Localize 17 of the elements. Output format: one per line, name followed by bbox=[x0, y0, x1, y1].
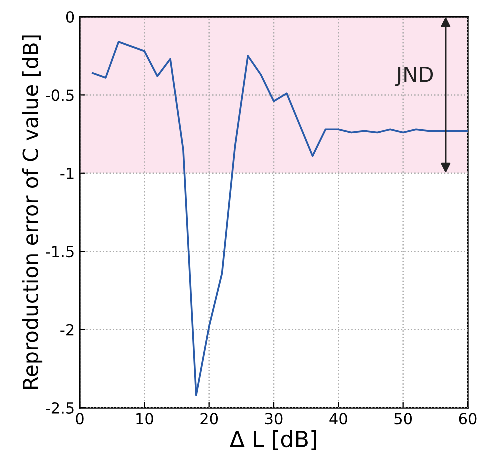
y-tick-label: -2.5 bbox=[46, 402, 74, 414]
band-label: JND bbox=[395, 66, 434, 86]
y-axis-title: Reproduction error of C value [dB] bbox=[22, 36, 43, 389]
y-tick-label: -1.5 bbox=[46, 246, 74, 258]
x-axis-title: Δ L [dB] bbox=[230, 430, 316, 450]
x-tick-label: 0 bbox=[76, 413, 84, 425]
x-tick-label: 40 bbox=[330, 413, 348, 425]
x-tick-label: 10 bbox=[136, 413, 154, 425]
y-tick-label: 0 bbox=[66, 11, 74, 24]
y-tick-label: -0.5 bbox=[46, 90, 74, 102]
x-tick-label: 20 bbox=[200, 413, 218, 425]
x-tick-label: 30 bbox=[265, 413, 283, 425]
y-tick-label: -2 bbox=[60, 324, 74, 336]
y-tick-label: -1 bbox=[60, 168, 74, 180]
x-tick-label: 60 bbox=[459, 413, 477, 425]
line-series bbox=[92, 41, 468, 396]
x-tick-label: 50 bbox=[394, 413, 412, 425]
